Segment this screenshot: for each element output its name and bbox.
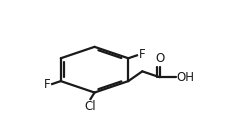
Text: OH: OH — [177, 71, 195, 84]
Text: O: O — [155, 52, 164, 65]
Text: Cl: Cl — [85, 100, 96, 113]
Text: F: F — [44, 78, 51, 91]
Text: F: F — [138, 48, 145, 61]
